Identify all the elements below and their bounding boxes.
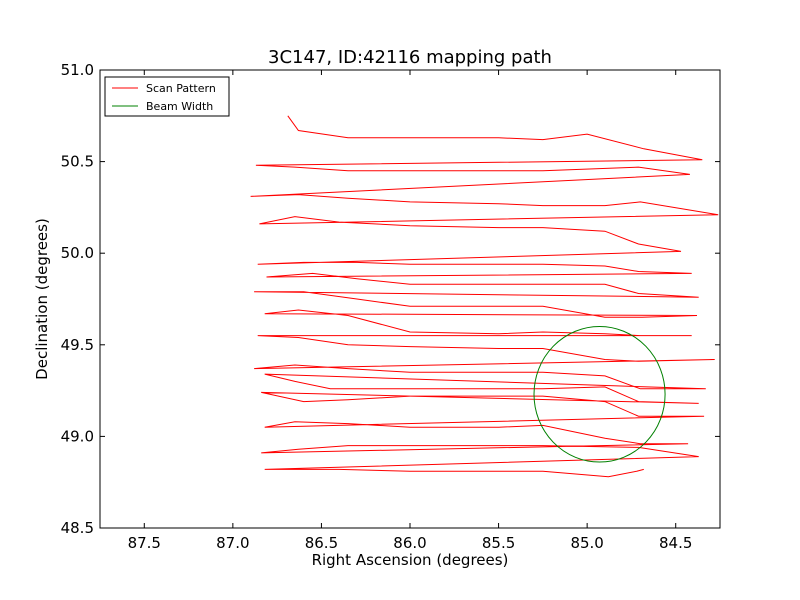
x-tick-label: 87.0	[216, 534, 249, 552]
legend-label-beam-width: Beam Width	[146, 100, 213, 113]
chart-title: 3C147, ID:42116 mapping path	[268, 47, 552, 68]
scan-pattern-line	[250, 115, 719, 478]
beam-width-circle	[533, 325, 666, 463]
y-tick-label: 49.5	[61, 336, 94, 354]
x-axis-label: Right Ascension (degrees)	[312, 551, 509, 569]
x-tick-label: 85.0	[570, 534, 603, 552]
y-tick-label: 50.5	[61, 153, 94, 171]
y-tick-label: 48.5	[61, 519, 94, 537]
x-tick-label: 85.5	[482, 534, 515, 552]
y-tick-label: 50.0	[61, 244, 94, 262]
y-axis-label: Declination (degrees)	[33, 218, 51, 380]
x-axis-ticks: 87.5 87.0 86.5 86.0 85.5 85.0 84.5	[128, 70, 692, 552]
y-axis-ticks: 48.5 49.0 49.5 50.0 50.5 51.0	[61, 61, 720, 537]
legend-label-scan-pattern: Scan Pattern	[146, 82, 216, 95]
legend-box	[104, 76, 230, 117]
legend: Scan Pattern Beam Width	[104, 76, 230, 117]
x-tick-label: 87.5	[128, 534, 161, 552]
series-layer	[250, 115, 719, 478]
y-tick-label: 49.0	[61, 427, 94, 445]
plot-area	[100, 70, 720, 528]
x-tick-label: 86.0	[393, 534, 426, 552]
x-tick-label: 86.5	[305, 534, 338, 552]
y-tick-label: 51.0	[61, 61, 94, 79]
x-tick-label: 84.5	[659, 534, 692, 552]
